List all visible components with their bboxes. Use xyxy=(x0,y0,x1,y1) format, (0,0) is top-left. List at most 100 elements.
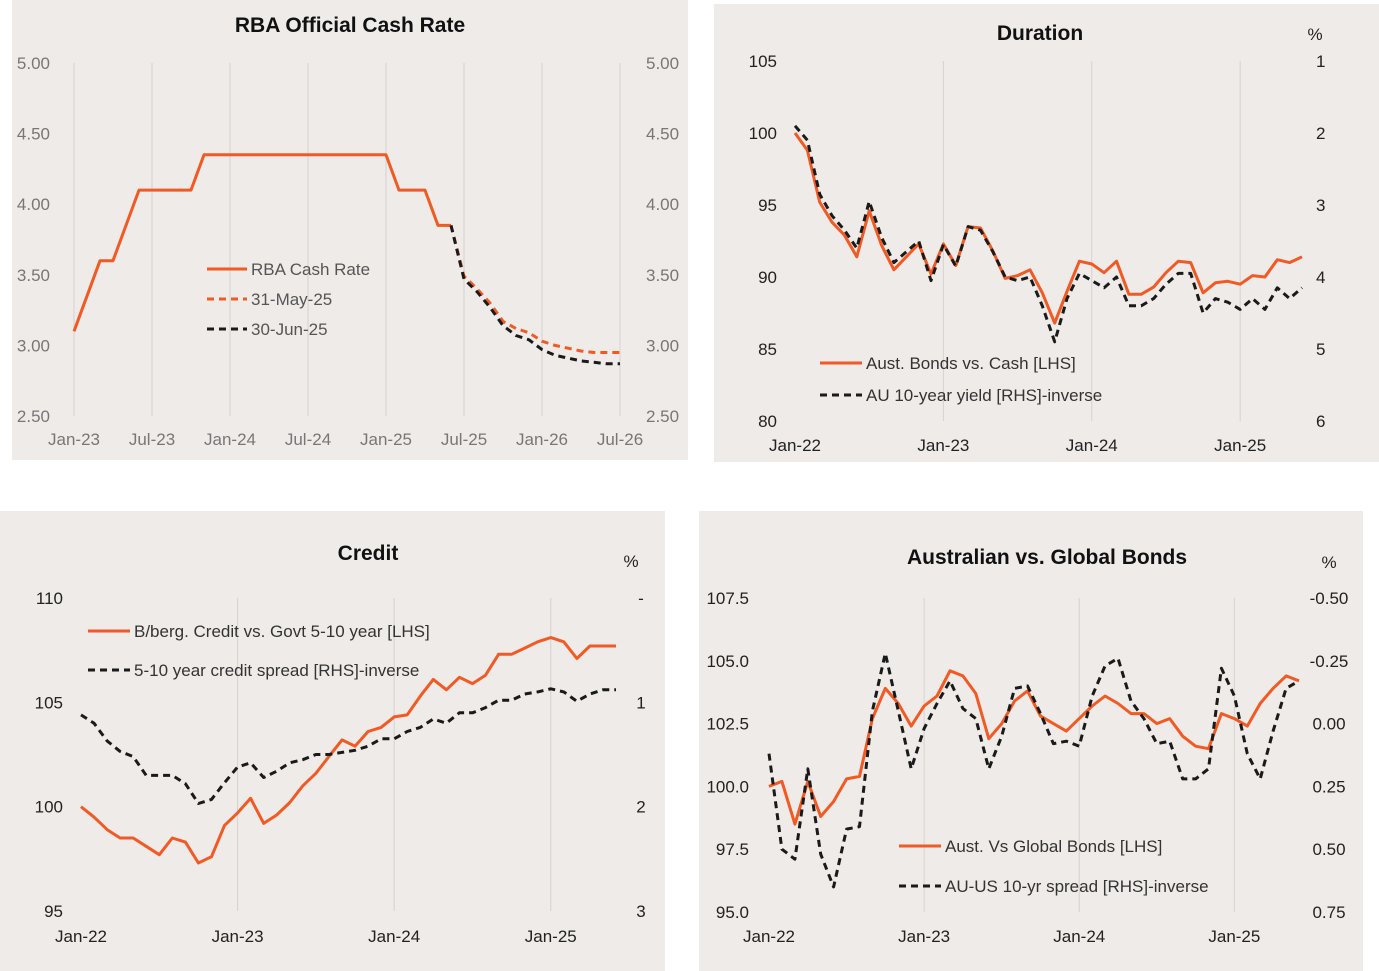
x-tick-label: Jan-24 xyxy=(204,430,256,449)
x-tick-label: Jan-22 xyxy=(743,927,795,946)
legend-label: 31-May-25 xyxy=(251,290,332,309)
x-tick-label: Jan-24 xyxy=(1066,436,1118,455)
right-axis-unit: % xyxy=(1321,553,1336,572)
y2-tick-label: -0.25 xyxy=(1310,652,1349,671)
y-tick-label: 3.50 xyxy=(17,266,50,285)
global-bonds-chart: Australian vs. Global Bonds% Jan-22 Jan-23… xyxy=(699,511,1363,971)
gridlines xyxy=(73,63,621,416)
legend: B/berg. Credit vs. Govt 5-10 year [LHS] 5… xyxy=(88,622,430,680)
y2-tick-label: 1 xyxy=(1316,52,1325,71)
y-tick-label: 90 xyxy=(758,268,777,287)
y2-tick-label: 6 xyxy=(1316,412,1325,431)
x-tick-label: Jan-24 xyxy=(1053,927,1105,946)
y-tick-label: 85 xyxy=(758,340,777,359)
y2-tick-label: 3.00 xyxy=(646,336,679,355)
y-tick-label: 97.5 xyxy=(716,840,749,859)
y-tick-label: 110 xyxy=(36,589,63,608)
series-line-2 xyxy=(80,687,616,805)
right-axis-unit: % xyxy=(1307,25,1322,44)
y-tick-label: 3.00 xyxy=(17,336,50,355)
chart-title: RBA Official Cash Rate xyxy=(235,14,465,37)
legend-label: AU 10-year yield [RHS]-inverse xyxy=(866,386,1102,405)
y2-tick-label: 3 xyxy=(1316,196,1325,215)
series-line-2 xyxy=(793,124,1303,344)
x-tick-label: Jan-23 xyxy=(212,927,264,946)
y-tick-label: 105 xyxy=(749,52,777,71)
right-axis-unit: % xyxy=(623,552,638,571)
y-tick-label: 2.50 xyxy=(17,407,50,426)
y2-tick-label: 5 xyxy=(1316,340,1325,359)
y2-tick-label: 3.50 xyxy=(646,266,679,285)
y-tick-label: 95.0 xyxy=(716,903,749,922)
y-tick-label: 80 xyxy=(758,412,777,431)
legend: RBA Cash Rate 31-May-25 30-Jun-25 xyxy=(207,260,370,339)
y-tick-label: 105.0 xyxy=(706,652,749,671)
x-tick-label: Jan-25 xyxy=(360,430,412,449)
x-tick-label: Jul-24 xyxy=(285,430,331,449)
x-tick-label: Jan-26 xyxy=(516,430,568,449)
y2-tick-label: 0.00 xyxy=(1312,715,1345,734)
series-line-3 xyxy=(449,225,620,366)
series-line-1 xyxy=(80,636,616,865)
y-tick-label: 100.0 xyxy=(706,777,749,796)
cash-rate-chart-svg: RBA Official Cash Rate Jan-23 Jul-23 Jan-24… xyxy=(17,14,679,449)
y-tick-label: 102.5 xyxy=(706,715,749,734)
y2-tick-label: 5.00 xyxy=(646,54,679,73)
x-tick-label: Jan-23 xyxy=(48,430,100,449)
series-line-1 xyxy=(768,669,1300,826)
y2-tick-label: 2 xyxy=(636,798,645,817)
y-tick-label: 100 xyxy=(35,798,63,817)
y2-tick-label: 2.50 xyxy=(646,407,679,426)
y2-tick-label: 4.50 xyxy=(646,125,679,144)
legend-label: 5-10 year credit spread [RHS]-inverse xyxy=(134,661,419,680)
legend-label: RBA Cash Rate xyxy=(251,260,370,279)
y-tick-label: 95 xyxy=(758,196,777,215)
legend: Aust. Vs Global Bonds [LHS] AU-US 10-yr s… xyxy=(899,837,1209,896)
y2-tick-label: 1 xyxy=(636,693,645,712)
y-tick-label: 95 xyxy=(44,902,63,921)
y-tick-label: 5.00 xyxy=(17,54,50,73)
y2-tick-label: 0.50 xyxy=(1312,840,1345,859)
legend-label: 30-Jun-25 xyxy=(251,320,328,339)
legend-label: B/berg. Credit vs. Govt 5-10 year [LHS] xyxy=(134,622,430,641)
y2-tick-label: -0.50 xyxy=(1310,589,1349,608)
duration-chart: Duration% Jan-22 Jan-23 Jan-24 Jan-25 105 100 9… xyxy=(714,4,1379,462)
x-tick-label: Jan-22 xyxy=(55,927,107,946)
x-tick-label: Jan-25 xyxy=(1214,436,1266,455)
y2-tick-label: 2 xyxy=(1316,124,1325,143)
y2-tick-label: 3 xyxy=(636,902,645,921)
legend-label: Aust. Vs Global Bonds [LHS] xyxy=(945,837,1162,856)
gridlines xyxy=(923,598,1235,912)
gridlines xyxy=(942,61,1241,421)
x-tick-label: Jan-22 xyxy=(769,436,821,455)
credit-chart-svg: Credit % Jan-22 Jan-23 Jan-24 Jan-25 110 105 100… xyxy=(35,542,646,946)
x-tick-label: Jan-25 xyxy=(1208,927,1260,946)
series-line-1 xyxy=(72,153,451,332)
gridlines xyxy=(237,598,552,911)
duration-chart-svg: Duration % Jan-22 Jan-23 Jan-24 Jan-25 105 100 9… xyxy=(749,22,1326,455)
x-tick-label: Jan-23 xyxy=(898,927,950,946)
global-bonds-chart-svg: Australian vs. Global Bonds % Jan-22 Jan-23… xyxy=(706,546,1349,946)
x-tick-label: Jan-24 xyxy=(368,927,420,946)
x-tick-label: Jan-23 xyxy=(917,436,969,455)
legend-label: AU-US 10-yr spread [RHS]-inverse xyxy=(945,877,1209,896)
legend-label: Aust. Bonds vs. Cash [LHS] xyxy=(866,354,1076,373)
y2-tick-label: 0.75 xyxy=(1312,903,1345,922)
x-tick-label: Jul-25 xyxy=(441,430,487,449)
chart-title: Credit xyxy=(338,542,399,565)
legend: Aust. Bonds vs. Cash [LHS] AU 10-year yie… xyxy=(820,354,1102,405)
series-line-2 xyxy=(449,225,620,354)
y-tick-label: 100 xyxy=(749,124,777,143)
chart-title: Australian vs. Global Bonds xyxy=(907,546,1187,569)
y-tick-label: 105 xyxy=(35,693,63,712)
credit-chart: Credit% Jan-22 Jan-23 Jan-24 Jan-25 110 105 100… xyxy=(0,511,665,971)
y2-tick-label: - xyxy=(638,589,644,608)
chart-title: Duration xyxy=(997,22,1083,45)
x-tick-label: Jul-23 xyxy=(129,430,175,449)
y2-tick-label: 4.00 xyxy=(646,195,679,214)
y2-tick-label: 0.25 xyxy=(1312,777,1345,796)
cash-rate-chart: RBA Official Cash Rate Jan-23 Jul-23 Jan-24… xyxy=(12,0,688,460)
y2-tick-label: 4 xyxy=(1316,268,1325,287)
y-tick-label: 4.50 xyxy=(17,125,50,144)
series-line-1 xyxy=(793,132,1303,325)
